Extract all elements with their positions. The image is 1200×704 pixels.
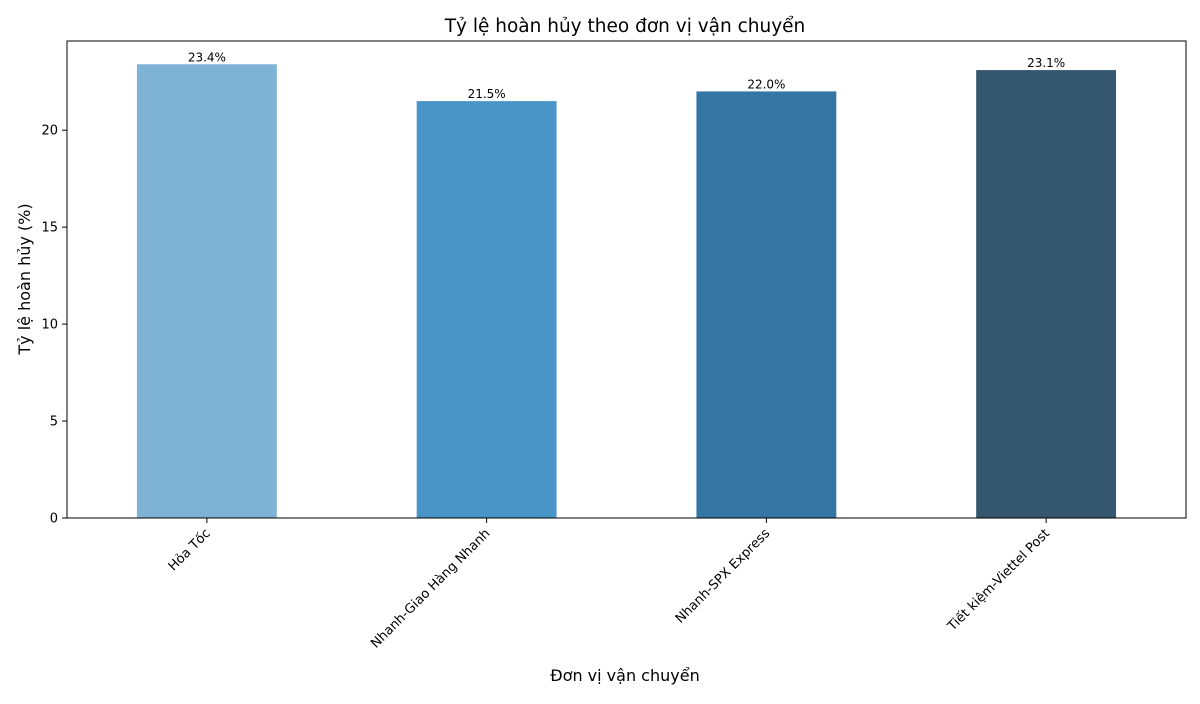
x-tick-label: Nhanh-Giao Hàng Nhanh bbox=[368, 526, 493, 651]
bar-3 bbox=[696, 91, 837, 518]
bar-2 bbox=[416, 101, 557, 519]
y-tick-label: 20 bbox=[41, 124, 58, 139]
axes-frame bbox=[66, 40, 1187, 519]
y-tick-label: 5 bbox=[50, 415, 58, 430]
data-label: 22.0% bbox=[747, 77, 785, 91]
x-tick-label: Nhanh-SPX Express bbox=[673, 526, 774, 627]
x-tick-label: Tiết kiệm-Viettel Post bbox=[944, 526, 1053, 635]
data-label: 23.1% bbox=[1027, 56, 1065, 70]
y-tick-label: 10 bbox=[41, 318, 58, 333]
bar-1 bbox=[136, 64, 277, 518]
plot-area: 0 5 10 15 20 Hỏa Tốc Nhanh-Giao Hàng Nhanh Nhan… bbox=[41, 40, 1187, 651]
y-axis-title: Tỷ lệ hoàn hủy (%) bbox=[15, 203, 34, 355]
x-tick-label: Hỏa Tốc bbox=[166, 526, 214, 574]
x-axis-title: Đơn vị vận chuyển bbox=[550, 666, 699, 685]
chart-title: Tỷ lệ hoàn hủy theo đơn vị vận chuyển bbox=[444, 16, 806, 37]
bar-4 bbox=[976, 70, 1117, 519]
data-label: 21.5% bbox=[468, 87, 506, 101]
y-tick-label: 15 bbox=[41, 221, 58, 236]
y-tick-label: 0 bbox=[50, 512, 58, 527]
data-label: 23.4% bbox=[188, 50, 226, 64]
